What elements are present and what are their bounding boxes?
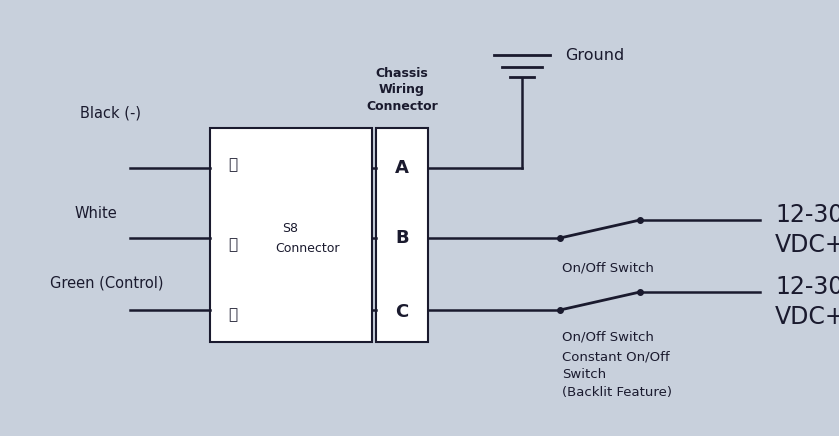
Text: C: C xyxy=(395,303,409,321)
Text: Ⓐ: Ⓐ xyxy=(228,157,237,173)
Bar xyxy=(376,128,428,342)
Text: Connector: Connector xyxy=(276,242,341,255)
Text: White: White xyxy=(75,205,117,221)
Bar xyxy=(210,128,372,342)
Text: (Backlit Feature): (Backlit Feature) xyxy=(562,386,672,399)
Text: Switch: Switch xyxy=(562,368,606,381)
Text: Ⓑ: Ⓑ xyxy=(228,238,237,252)
Text: VDC+: VDC+ xyxy=(774,233,839,257)
Text: On/Off Switch: On/Off Switch xyxy=(562,330,654,343)
Text: B: B xyxy=(395,229,409,247)
Text: Constant On/Off: Constant On/Off xyxy=(562,350,670,363)
Text: VDC+: VDC+ xyxy=(774,305,839,329)
Text: A: A xyxy=(395,159,409,177)
Text: Green (Control): Green (Control) xyxy=(50,276,164,290)
Text: On/Off Switch: On/Off Switch xyxy=(562,262,654,275)
Text: Black (-): Black (-) xyxy=(80,106,141,120)
Text: 12-30: 12-30 xyxy=(776,275,839,299)
Text: Chassis
Wiring
Connector: Chassis Wiring Connector xyxy=(366,67,438,113)
Text: Ⓒ: Ⓒ xyxy=(228,307,237,323)
Text: Ground: Ground xyxy=(565,48,624,62)
Text: 12-30: 12-30 xyxy=(776,203,839,227)
Text: S8: S8 xyxy=(282,221,298,235)
